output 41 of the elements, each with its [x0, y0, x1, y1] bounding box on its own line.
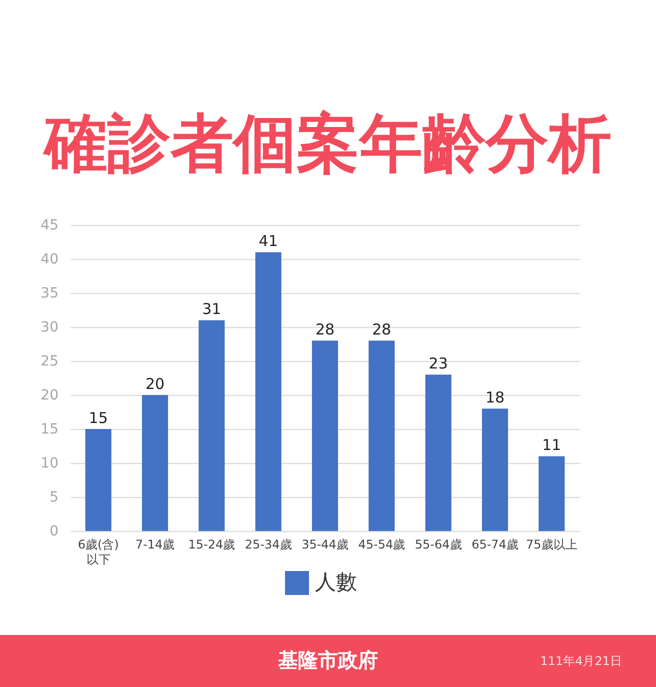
bar — [312, 340, 338, 531]
bar — [368, 340, 395, 531]
data-label: 18 — [485, 388, 505, 407]
x-tick-label: 7-14歲 — [135, 538, 175, 552]
bar — [85, 429, 112, 531]
x-tick-label: 75歲以上 — [526, 538, 578, 552]
y-tick-label: 30 — [40, 320, 58, 336]
y-tick-label: 0 — [50, 524, 58, 540]
data-label: 11 — [542, 436, 562, 454]
y-tick-label: 45 — [40, 218, 58, 234]
text: 111年4月21日 — [540, 654, 622, 668]
x-tick-label: 6歲(含) 以下 — [78, 538, 119, 566]
y-tick-label: 35 — [40, 286, 58, 302]
x-tick-label: 35-44歲 — [302, 538, 348, 552]
bar — [538, 456, 565, 531]
data-label: 28 — [372, 320, 392, 339]
x-tick-label: 45-54歲 — [358, 538, 406, 552]
x-tick-label: 15-24歲 — [188, 538, 236, 552]
data-label: 23 — [428, 354, 448, 373]
bar — [482, 408, 508, 531]
y-tick-label: 15 — [40, 422, 58, 438]
bar — [198, 320, 225, 531]
chart-title: 確診者個案年齡分析 — [42, 107, 612, 180]
data-label: 15 — [88, 409, 108, 427]
bar — [255, 252, 282, 531]
y-tick-label: 5 — [50, 490, 58, 506]
bar — [142, 395, 168, 531]
y-tick-label: 20 — [40, 388, 58, 404]
text: 基隆市政府 — [277, 648, 378, 672]
y-tick-label: 10 — [40, 456, 58, 472]
y-tick-label: 25 — [40, 354, 58, 370]
data-label: 31 — [202, 300, 222, 318]
y-tick-label: 40 — [40, 252, 58, 268]
legend-label: 人數 — [315, 570, 357, 594]
x-tick-label: 25-34歲 — [244, 538, 292, 552]
data-label: 20 — [145, 375, 165, 393]
bar — [425, 374, 452, 531]
x-tick-label: 65-74歲 — [472, 538, 518, 552]
data-label: 28 — [315, 320, 335, 339]
data-label: 41 — [258, 232, 278, 250]
x-tick-label: 55-64歲 — [414, 538, 462, 552]
